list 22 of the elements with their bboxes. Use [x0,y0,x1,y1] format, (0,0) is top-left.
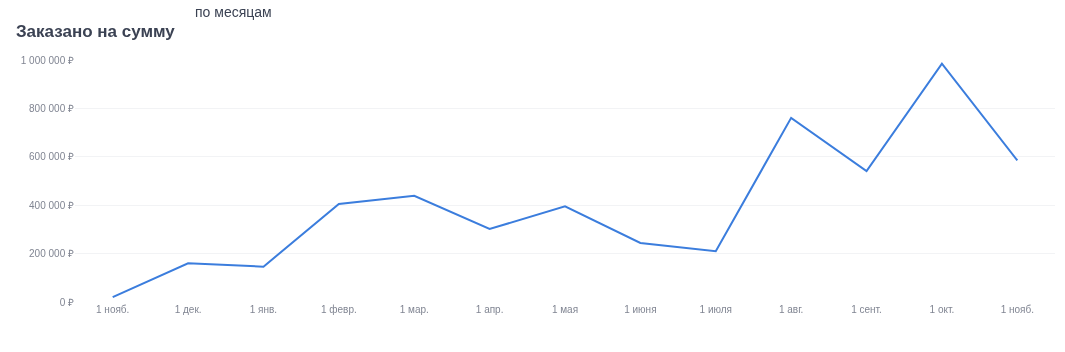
y-tick-label: 600 000 ₽ [29,151,74,163]
x-tick-label: 1 апр. [475,304,504,315]
x-tick-label: 1 янв. [249,304,278,315]
x-tick-label: 1 дек. [174,304,202,315]
x-tick-label: 1 авг. [778,304,804,315]
x-tick-label: 1 июня [624,304,657,315]
x-tick-label: 1 июля [699,304,732,315]
text: по месяцам [195,4,272,20]
x-tick-label: 1 нояб. [96,304,130,315]
chart-title: Заказано на сумму [15,21,176,41]
y-tick-label: 400 000 ₽ [29,199,74,211]
x-tick-label: 1 нояб. [1000,304,1034,315]
y-tick-label: 0 ₽ [59,296,74,308]
x-tick-label: 1 февр. [320,304,357,315]
x-tick-label: 1 мая [551,304,579,315]
y-tick-label: 1 000 000 ₽ [20,54,74,66]
y-tick-label: 200 000 ₽ [29,248,74,260]
x-tick-label: 1 окт. [929,304,955,315]
x-tick-label: 1 мар. [399,304,429,315]
y-tick-label: 800 000 ₽ [29,102,74,114]
line-series [111,62,1019,299]
x-tick-label: 1 сент. [851,304,882,315]
